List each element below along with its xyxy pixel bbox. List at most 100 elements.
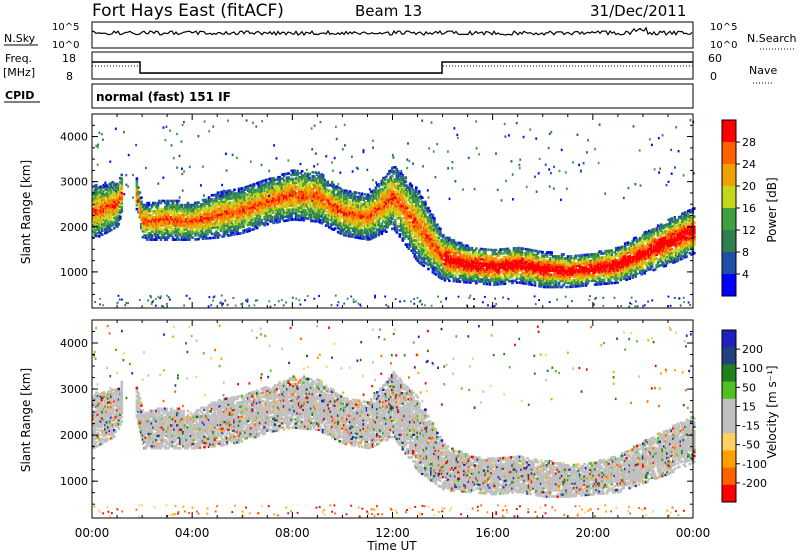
scatter-cell [390, 220, 393, 223]
nave-tick-bottom: 0 [710, 70, 717, 83]
scatter-cell [110, 190, 113, 193]
scatter-cell [283, 179, 286, 182]
scatter-cell [319, 219, 322, 222]
scatter-cell [317, 172, 320, 175]
scatter-cell [531, 284, 534, 287]
scatter-cell [439, 228, 442, 231]
scatter-cell [387, 205, 390, 208]
scatter-cell [238, 220, 241, 223]
scatter-cell [326, 181, 329, 184]
scatter-cell [367, 232, 370, 235]
scatter-cell [349, 231, 352, 234]
scatter-cell [178, 238, 181, 241]
scatter-cell [191, 236, 194, 239]
power-scatter-cells [92, 119, 696, 308]
scatter-cell [418, 190, 421, 193]
scatter-cell [332, 184, 335, 187]
nsearch-tick-top: 10^5 [710, 22, 737, 33]
scatter-cell [239, 196, 242, 199]
scatter-cell [439, 272, 442, 275]
cpid-value: normal (fast) 151 IF [96, 90, 231, 104]
scatter-cell [197, 201, 200, 204]
scatter-cell [385, 176, 388, 179]
scatter-cell [296, 170, 299, 173]
nsky-label: N.Sky [4, 32, 36, 45]
scatter-cell [110, 216, 113, 219]
freq-tick-top: 18 [62, 52, 76, 65]
scatter-cell [522, 247, 525, 250]
scatter-cell [358, 192, 361, 195]
scatter-cell [516, 281, 519, 284]
scatter-cell [209, 237, 212, 240]
scatter-cell [424, 213, 427, 216]
scatter-cell [110, 229, 113, 232]
nave-label: Nave [749, 64, 777, 77]
scatter-cell [499, 271, 502, 274]
freq-unit: [MHz] [3, 66, 35, 79]
scatter-cell [537, 256, 540, 259]
scatter-cell [475, 247, 478, 250]
scatter-cell [424, 201, 427, 204]
scatter-cell [535, 250, 538, 253]
scatter-cell [101, 227, 104, 230]
scatter-cell [373, 228, 376, 231]
scatter-cell [430, 262, 433, 265]
scatter-cell [349, 190, 352, 193]
scatter-cell [271, 216, 274, 219]
scatter-cell [233, 189, 236, 192]
scatter-cell [484, 248, 487, 251]
scatter-cell [259, 215, 262, 218]
scatter-cell [239, 232, 242, 235]
scatter-cell [308, 173, 311, 176]
scatter-cell [233, 233, 236, 236]
scatter-cell [278, 219, 281, 222]
scatter-cell [97, 205, 100, 208]
scatter-cell [418, 200, 421, 203]
scatter-cell [121, 192, 124, 195]
scatter-cell [381, 222, 384, 225]
scatter-cell [253, 183, 256, 186]
scatter-cell [244, 217, 247, 220]
freq-tick-bottom: 8 [66, 70, 73, 83]
nsearch-tick-bottom: 10^0 [710, 40, 737, 51]
scatter-cell [423, 210, 426, 213]
nsearch-label: N.Search [747, 32, 797, 45]
scatter-cell [113, 227, 116, 230]
scatter-cell [311, 171, 314, 174]
scatter-cell [375, 186, 378, 189]
scatter-cell [301, 170, 304, 173]
scatter-cell [256, 227, 259, 230]
scatter-cell [248, 227, 251, 230]
scatter-cell [323, 179, 326, 182]
scatter-cell [181, 204, 184, 207]
cpid-label: CPID [5, 89, 34, 102]
scatter-cell [432, 214, 435, 217]
scatter-cell [373, 214, 376, 217]
scatter-cell [405, 176, 408, 179]
scatter-cell [436, 224, 439, 227]
scatter-cell [391, 218, 394, 221]
scatter-cell [355, 191, 358, 194]
scatter-cell [121, 178, 124, 181]
scatter-cell [121, 174, 124, 177]
scatter-cell [359, 202, 362, 205]
plot-title: Fort Hays East (fitACF) [92, 1, 284, 21]
scatter-cell [151, 234, 154, 237]
scatter-cell [346, 190, 349, 193]
freq-trace [92, 62, 693, 73]
scatter-cell [375, 231, 378, 234]
scatter-cell [421, 196, 424, 199]
scatter-cell [405, 180, 408, 183]
scatter-cell [322, 174, 325, 177]
scatter-cell [385, 230, 388, 233]
scatter-cell [254, 211, 257, 214]
scatter-cell [140, 201, 143, 204]
nsky-tick-top: 10^5 [52, 22, 79, 33]
scatter-cell [136, 177, 139, 180]
scatter-cell [139, 191, 142, 194]
scatter-cell [427, 268, 430, 271]
scatter-cell [118, 223, 121, 226]
beam-label: Beam 13 [355, 2, 422, 20]
freq-label: Freq. [5, 52, 32, 65]
scatter-cell [399, 233, 402, 236]
